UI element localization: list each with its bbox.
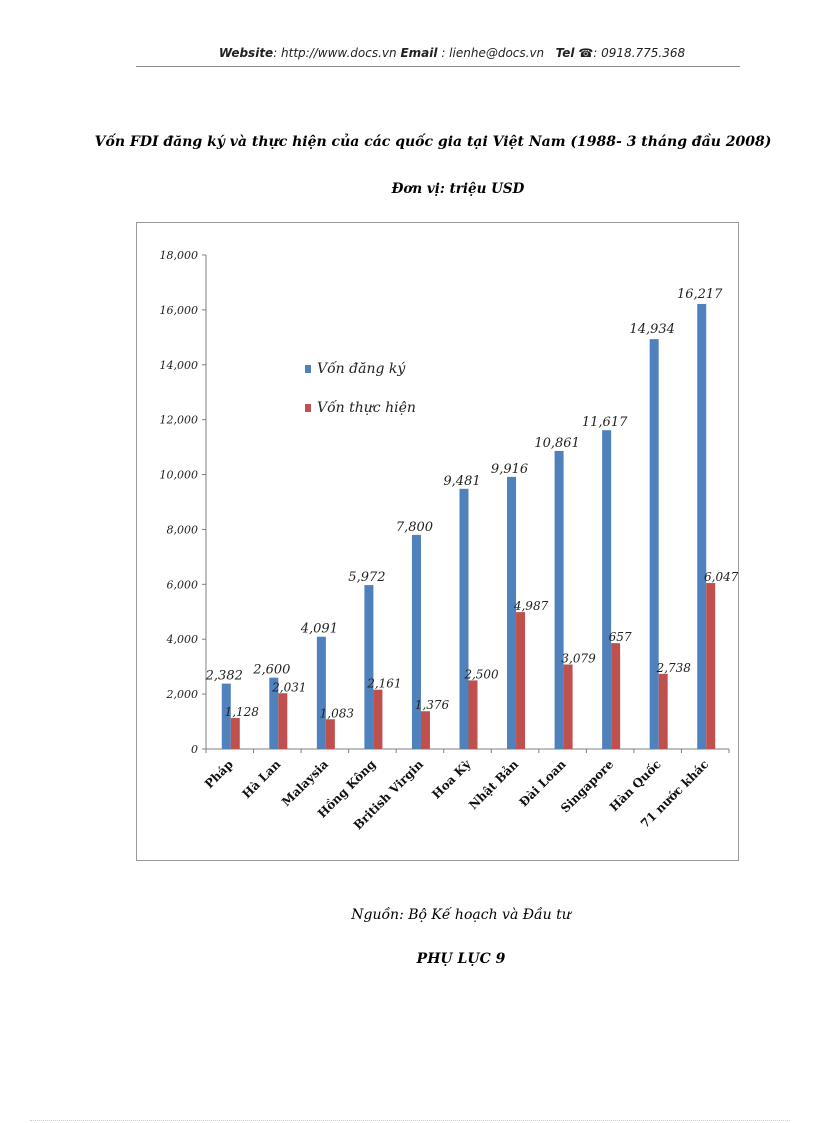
category-label-5: Hoa Kỳ xyxy=(429,756,474,801)
data-label-registered-0: 2,382 xyxy=(205,669,243,684)
y-tick-label: 8,000 xyxy=(167,523,199,536)
bar-implemented-2 xyxy=(325,719,335,749)
y-tick-label: 6,000 xyxy=(167,578,199,591)
legend-swatch-implemented xyxy=(305,404,311,412)
data-label-implemented-5: 2,500 xyxy=(463,667,499,681)
phone-icon: ☎ xyxy=(578,46,594,60)
tel-value: : 0918.775.368 xyxy=(593,46,686,60)
bar-registered-8 xyxy=(602,430,612,749)
data-label-implemented-7: 3,079 xyxy=(561,651,596,665)
y-tick-label: 0 xyxy=(191,743,198,756)
bar-implemented-6 xyxy=(516,612,526,749)
bar-registered-5 xyxy=(459,488,469,749)
website-value: : http://www.docs.vn xyxy=(273,46,397,60)
unit-label: Đơn vị: triệu USD xyxy=(391,181,525,197)
bar-registered-7 xyxy=(554,450,564,749)
data-label-registered-8: 11,617 xyxy=(582,415,628,430)
category-label-1: Hà Lan xyxy=(239,757,283,801)
legend-swatch-registered xyxy=(305,365,311,373)
data-label-implemented-6: 4,987 xyxy=(513,599,549,613)
website-label: Website xyxy=(218,46,274,60)
bar-registered-6 xyxy=(507,476,517,749)
data-label-registered-2: 4,091 xyxy=(300,622,338,637)
data-label-registered-5: 9,481 xyxy=(443,474,480,489)
data-label-implemented-9: 2,738 xyxy=(656,661,692,675)
data-label-implemented-0: 1,128 xyxy=(225,705,260,719)
legend-label-registered: Vốn đăng ký xyxy=(317,360,406,377)
chart-frame: 0 2,000 4,000 6,000 8,000 10,000 12,000 14,000 1… xyxy=(136,222,739,861)
bar-implemented-10 xyxy=(706,583,716,749)
footer-divider xyxy=(30,1120,790,1121)
y-tick-label: 10,000 xyxy=(160,469,199,482)
data-label-registered-10: 16,217 xyxy=(677,287,723,302)
bar-implemented-7 xyxy=(563,664,573,749)
appendix-heading: PHỤ LỤC 9 xyxy=(416,951,506,967)
bar-implemented-8 xyxy=(611,643,621,749)
y-tick-label: 16,000 xyxy=(160,304,199,317)
data-label-registered-4: 7,800 xyxy=(396,520,433,535)
y-tick-label: 12,000 xyxy=(160,414,199,427)
data-label-implemented-1: 2,031 xyxy=(271,680,306,694)
bar-implemented-9 xyxy=(658,673,668,749)
fdi-bar-chart: 0 2,000 4,000 6,000 8,000 10,000 12,000 14,000 1… xyxy=(160,249,739,832)
bar-registered-4 xyxy=(411,534,421,749)
data-label-implemented-10: 6,047 xyxy=(704,570,738,584)
bar-implemented-1 xyxy=(278,693,288,749)
data-label-implemented-8: 657 xyxy=(609,630,632,644)
bar-implemented-4 xyxy=(420,711,430,749)
bar-registered-2 xyxy=(316,636,326,749)
source-note: Nguồn: Bộ Kế hoạch và Đầu tư xyxy=(351,907,571,923)
bar-registered-9 xyxy=(649,339,659,749)
email-value: : lienhe@docs.vn xyxy=(441,46,545,60)
data-label-registered-7: 10,861 xyxy=(534,436,580,451)
data-label-registered-9: 14,934 xyxy=(629,322,675,337)
bar-registered-0 xyxy=(221,683,231,749)
y-tick-label: 4,000 xyxy=(166,633,199,646)
bar-registered-3 xyxy=(364,585,374,749)
email-label: Email xyxy=(400,46,438,60)
data-label-implemented-3: 2,161 xyxy=(366,677,401,691)
bar-registered-1 xyxy=(269,677,279,749)
bar-registered-10 xyxy=(697,303,707,749)
data-label-registered-6: 9,916 xyxy=(491,462,528,477)
category-label-0: Pháp xyxy=(202,757,236,791)
data-label-registered-1: 2,600 xyxy=(252,663,290,678)
bar-implemented-5 xyxy=(468,680,478,749)
y-tick-label: 18,000 xyxy=(160,249,199,262)
y-tick-label: 2,000 xyxy=(166,688,199,701)
bar-implemented-0 xyxy=(230,718,240,749)
data-label-implemented-2: 1,083 xyxy=(320,706,355,720)
y-tick-label: 14,000 xyxy=(160,359,199,372)
page-header: Website: http://www.docs.vn Email : lien… xyxy=(0,46,816,60)
chart-page-title: Vốn FDI đăng ký và thực hiện của các quố… xyxy=(94,134,772,150)
bar-implemented-3 xyxy=(373,689,383,749)
data-label-implemented-4: 1,376 xyxy=(415,698,450,712)
category-label-6: Nhật Bản xyxy=(465,756,521,812)
data-label-registered-3: 5,972 xyxy=(348,570,385,585)
tel-label: Tel xyxy=(555,46,575,60)
legend-label-implemented: Vốn thực hiện xyxy=(317,399,416,416)
header-divider xyxy=(136,66,740,67)
